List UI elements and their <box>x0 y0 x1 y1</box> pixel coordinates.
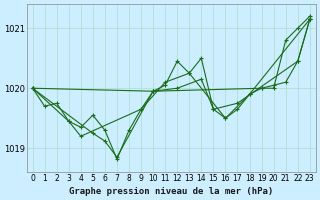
X-axis label: Graphe pression niveau de la mer (hPa): Graphe pression niveau de la mer (hPa) <box>69 187 273 196</box>
